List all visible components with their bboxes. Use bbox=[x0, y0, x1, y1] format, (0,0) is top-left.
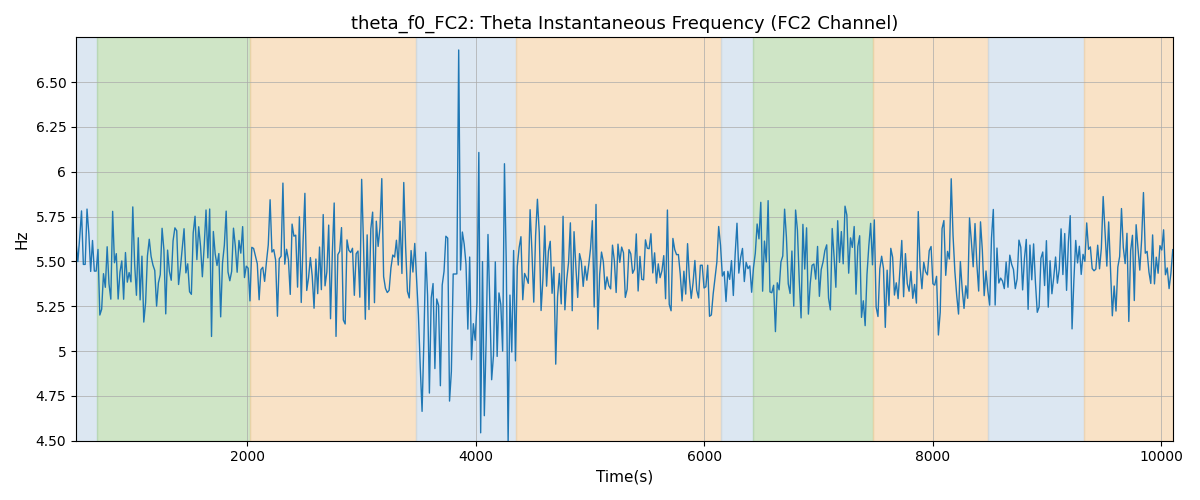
Bar bbox=[76, 38, 96, 440]
Bar bbox=[1084, 38, 1172, 440]
Bar bbox=[516, 38, 721, 440]
Bar bbox=[721, 38, 754, 440]
Bar bbox=[416, 38, 516, 440]
Y-axis label: Hz: Hz bbox=[14, 230, 30, 249]
Bar bbox=[988, 38, 1084, 440]
Bar bbox=[250, 38, 416, 440]
Bar bbox=[754, 38, 874, 440]
Title: theta_f0_FC2: Theta Instantaneous Frequency (FC2 Channel): theta_f0_FC2: Theta Instantaneous Freque… bbox=[350, 15, 898, 34]
Bar bbox=[96, 38, 250, 440]
X-axis label: Time(s): Time(s) bbox=[595, 470, 653, 485]
Bar bbox=[874, 38, 988, 440]
